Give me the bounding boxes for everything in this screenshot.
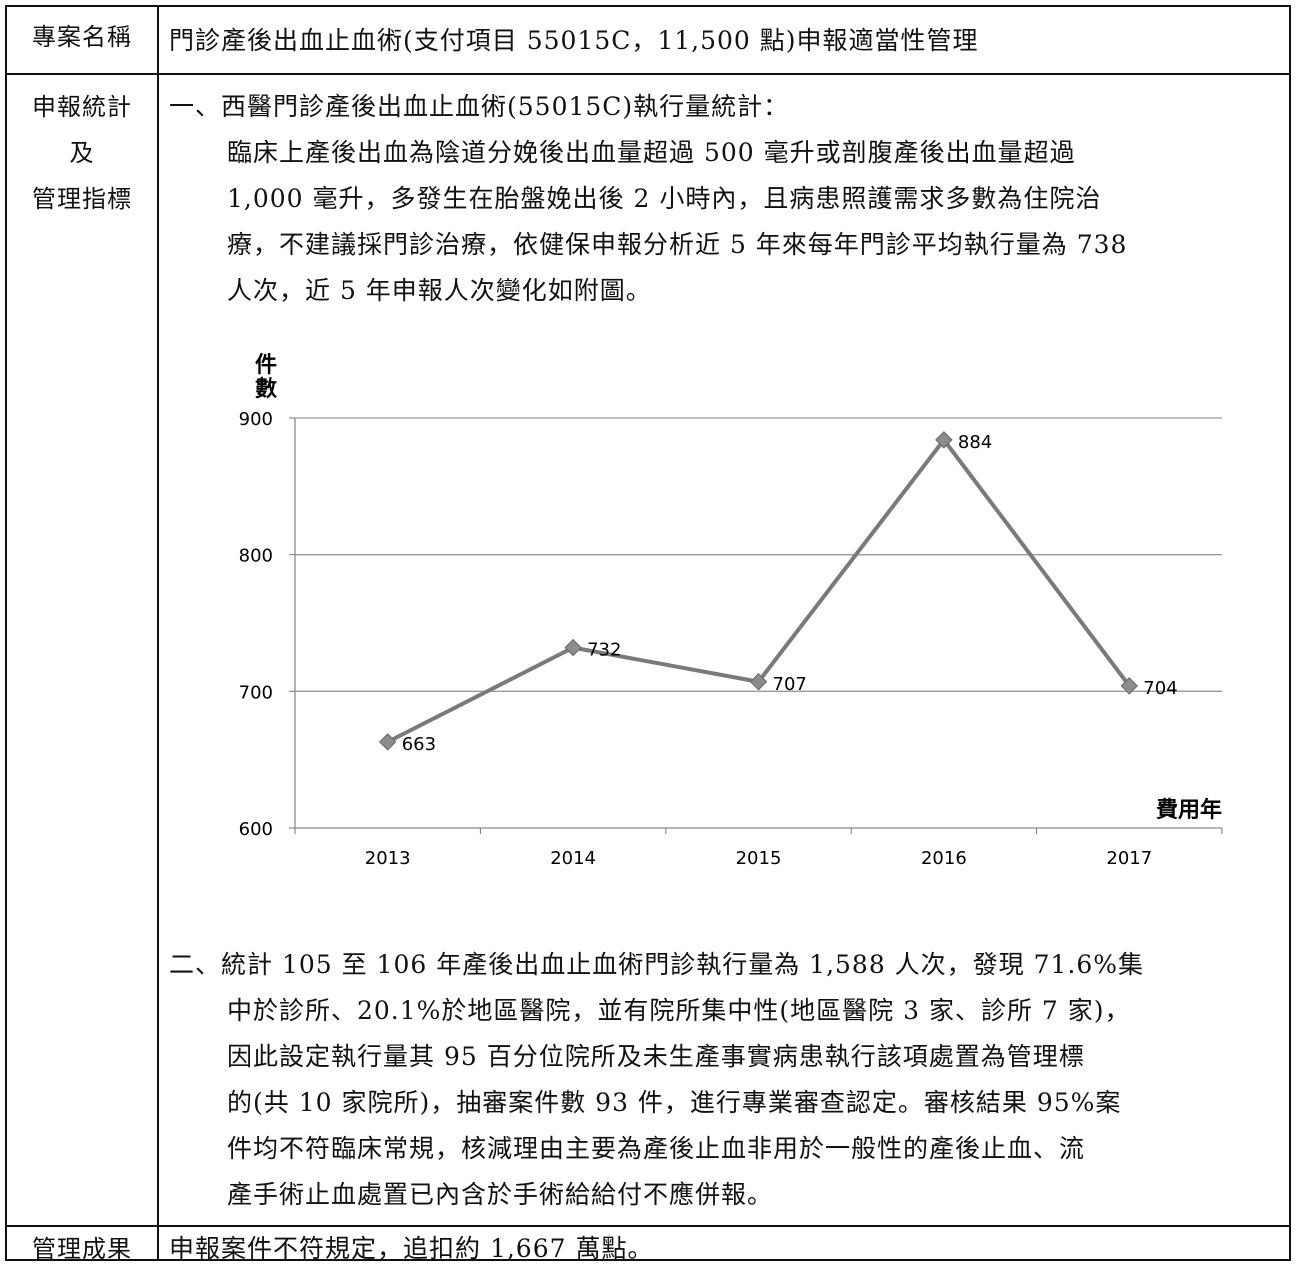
data-point <box>935 431 953 449</box>
y-tick-label: 700 <box>239 682 273 703</box>
x-tick-label: 2016 <box>921 848 967 869</box>
data-label: 704 <box>1143 678 1177 699</box>
y-axis-label-char2: 數 <box>255 377 277 402</box>
y-tick-label: 800 <box>239 546 273 567</box>
line-chart: 件 數 600 700 800 900 2013 2014 2015 2016 2017 663… <box>239 353 1223 869</box>
section1-title: 一、西醫門診產後出血止血術(55015C)執行量統計： <box>169 92 790 121</box>
stats-label-line1: 申報統計 <box>32 93 132 121</box>
data-point <box>564 638 582 657</box>
stats-label-line3: 管理指標 <box>32 185 132 213</box>
project-table: 專案名稱 門診產後出血止血術(支付項目 55015C，11,500 點)申報適當… <box>5 5 1291 1263</box>
result-text: 申報案件不符規定，追扣約 1,667 萬點。 <box>169 1234 654 1263</box>
section2-line5: 件均不符臨床常規，核減理由主要為產後止血非用於一般性的產後止血、流 <box>227 1134 1086 1163</box>
result-label: 管理成果 <box>32 1235 132 1263</box>
section2-line2: 中於診所、20.1%於地區醫院，並有院所集中性(地區醫院 3 家、診所 7 家)… <box>227 996 1131 1025</box>
x-tick-label: 2013 <box>365 848 411 869</box>
data-label: 884 <box>958 432 992 453</box>
section2-line1: 二、統計 105 至 106 年產後出血止血術門診執行量為 1,588 人次，發… <box>169 950 1145 979</box>
y-axis-label-char1: 件 <box>255 353 277 378</box>
section2-line4: 的(共 10 家院所)，抽審案件數 93 件，進行專業審查認定。審核結果 95%… <box>227 1088 1122 1117</box>
section1-line3: 療，不建議採門診治療，依健保申報分析近 5 年來每年門診平均執行量為 738 <box>227 230 1128 259</box>
x-tick-label: 2014 <box>550 848 596 869</box>
y-tick-label: 900 <box>239 409 273 430</box>
section2-line3: 因此設定執行量其 95 百分位院所及未生產事實病患執行該項處置為管理標 <box>227 1042 1085 1071</box>
data-point <box>1120 677 1139 695</box>
x-axis-label: 費用年 <box>1156 797 1222 823</box>
row-divider <box>7 1225 1289 1227</box>
data-label: 707 <box>773 674 807 695</box>
column-divider <box>157 7 159 1259</box>
section1-line2: 1,000 毫升，多發生在胎盤娩出後 2 小時內，且病患照護需求多數為住院治 <box>227 184 1102 213</box>
stats-label-line2: 及 <box>69 139 95 167</box>
project-title: 門診產後出血止血術(支付項目 55015C，11,500 點)申報適當性管理 <box>169 26 979 55</box>
series-line <box>386 436 1131 744</box>
row-divider <box>7 73 1289 75</box>
data-point <box>749 673 768 691</box>
data-point <box>378 733 397 751</box>
section2-line6: 產手術止血處置已內含於手術給給付不應併報。 <box>227 1180 774 1209</box>
section1-line1: 臨床上產後出血為陰道分娩後出血量超過 500 毫升或剖腹產後出血量超過 <box>227 138 1076 167</box>
project-name-label: 專案名稱 <box>32 23 132 51</box>
x-tick-label: 2017 <box>1106 848 1152 869</box>
y-tick-label: 600 <box>239 819 273 840</box>
x-tick-label: 2015 <box>736 848 782 869</box>
data-label: 732 <box>587 640 621 661</box>
section1-line4: 人次，近 5 年申報人次變化如附圖。 <box>227 276 652 305</box>
data-label: 663 <box>402 734 436 755</box>
